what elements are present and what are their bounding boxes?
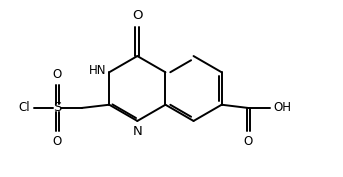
Text: O: O: [244, 135, 253, 149]
Text: N: N: [132, 125, 142, 138]
Text: OH: OH: [273, 101, 291, 115]
Text: O: O: [53, 67, 62, 81]
Text: O: O: [132, 9, 143, 22]
Text: Cl: Cl: [19, 101, 30, 115]
Text: HN: HN: [89, 64, 106, 77]
Text: S: S: [53, 101, 61, 115]
Text: O: O: [53, 135, 62, 149]
